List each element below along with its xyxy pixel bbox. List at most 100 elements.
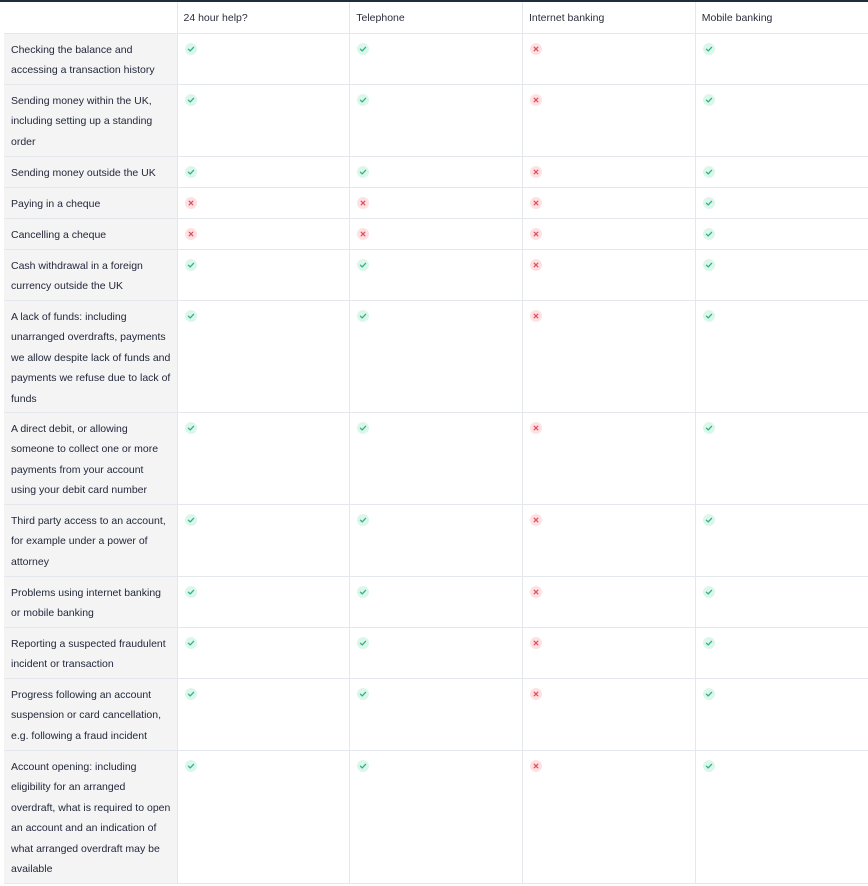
cross-icon [530,637,542,649]
cell-internet-banking [522,187,696,219]
cell-telephone [349,187,523,219]
cross-icon [530,688,542,700]
table-header: 24 hour help? Telephone Internet banking… [4,2,868,34]
row-label: A direct debit, or allowing someone to c… [4,412,177,505]
check-icon [184,760,197,772]
check-icon [184,637,197,649]
table-row: Paying in a cheque [4,187,868,219]
cell-telephone [349,576,523,628]
cell-telephone [349,33,523,85]
row-label: Sending money outside the UK [4,156,177,188]
cell-mobile-banking [694,218,868,250]
header-internet-banking: Internet banking [522,2,696,34]
cell-mobile-banking [694,627,868,679]
header-mobile-banking: Mobile banking [694,2,868,34]
cell-internet-banking [522,300,696,413]
check-icon [184,43,197,55]
cell-mobile-banking [694,504,868,577]
table-row: Third party access to an account, for ex… [4,504,868,577]
cell-mobile-banking [694,576,868,628]
cross-icon [530,586,542,598]
cell-24-hour-help [176,33,350,85]
check-icon [357,259,370,271]
cross-icon [530,94,542,106]
check-icon [357,43,370,55]
cross-icon [357,228,370,240]
check-icon [702,259,715,271]
row-label: Cash withdrawal in a foreign currency ou… [4,249,177,301]
check-icon [702,688,715,700]
table-row: Account opening: including eligibility f… [4,750,868,884]
row-label: Progress following an account suspension… [4,678,177,751]
cross-icon [184,228,197,240]
cell-telephone [349,300,523,413]
cross-icon [530,422,542,434]
header-telephone: Telephone [349,2,523,34]
header-row: 24 hour help? Telephone Internet banking… [4,2,868,34]
cell-internet-banking [522,218,696,250]
check-icon [357,688,370,700]
row-label: Problems using internet banking or mobil… [4,576,177,628]
cross-icon [530,259,542,271]
cross-icon [530,514,542,526]
check-icon [702,586,715,598]
row-label: A lack of funds: including unarranged ov… [4,300,177,413]
cell-telephone [349,678,523,751]
cell-mobile-banking [694,249,868,301]
cell-internet-banking [522,412,696,505]
row-label: Cancelling a cheque [4,218,177,250]
row-label: Checking the balance and accessing a tra… [4,33,177,85]
cell-telephone [349,84,523,157]
cell-internet-banking [522,33,696,85]
cell-internet-banking [522,750,696,884]
cell-24-hour-help [176,300,350,413]
cell-internet-banking [522,576,696,628]
cell-internet-banking [522,84,696,157]
check-icon [702,760,715,772]
check-icon [702,94,715,106]
check-icon [184,94,197,106]
check-icon [357,514,370,526]
row-label: Paying in a cheque [4,187,177,219]
table-row: Checking the balance and accessing a tra… [4,33,868,85]
cell-24-hour-help [176,504,350,577]
cross-icon [530,197,542,209]
cell-mobile-banking [694,84,868,157]
cell-24-hour-help [176,576,350,628]
row-label: Reporting a suspected fraudulent inciden… [4,627,177,679]
check-icon [357,586,370,598]
table-row: Sending money within the UK, including s… [4,84,868,157]
check-icon [702,228,715,240]
cross-icon [530,43,542,55]
cell-mobile-banking [694,750,868,884]
cell-internet-banking [522,678,696,751]
table-row: Reporting a suspected fraudulent inciden… [4,627,868,679]
check-icon [184,166,197,178]
check-icon [184,259,197,271]
cell-telephone [349,412,523,505]
cross-icon [184,197,197,209]
cell-24-hour-help [176,678,350,751]
check-icon [702,197,715,209]
cell-mobile-banking [694,187,868,219]
table-row: Cancelling a cheque [4,218,868,250]
check-icon [184,514,197,526]
cross-icon [357,197,370,209]
check-icon [702,43,715,55]
cell-24-hour-help [176,218,350,250]
cell-24-hour-help [176,412,350,505]
cell-telephone [349,218,523,250]
check-icon [702,514,715,526]
row-label: Third party access to an account, for ex… [4,504,177,577]
cell-24-hour-help [176,187,350,219]
cross-icon [530,166,542,178]
check-icon [357,760,370,772]
check-icon [184,688,197,700]
cell-telephone [349,249,523,301]
cell-internet-banking [522,627,696,679]
check-icon [702,422,715,434]
check-icon [357,310,370,322]
cell-24-hour-help [176,750,350,884]
top-border [0,0,868,2]
cross-icon [530,310,542,322]
